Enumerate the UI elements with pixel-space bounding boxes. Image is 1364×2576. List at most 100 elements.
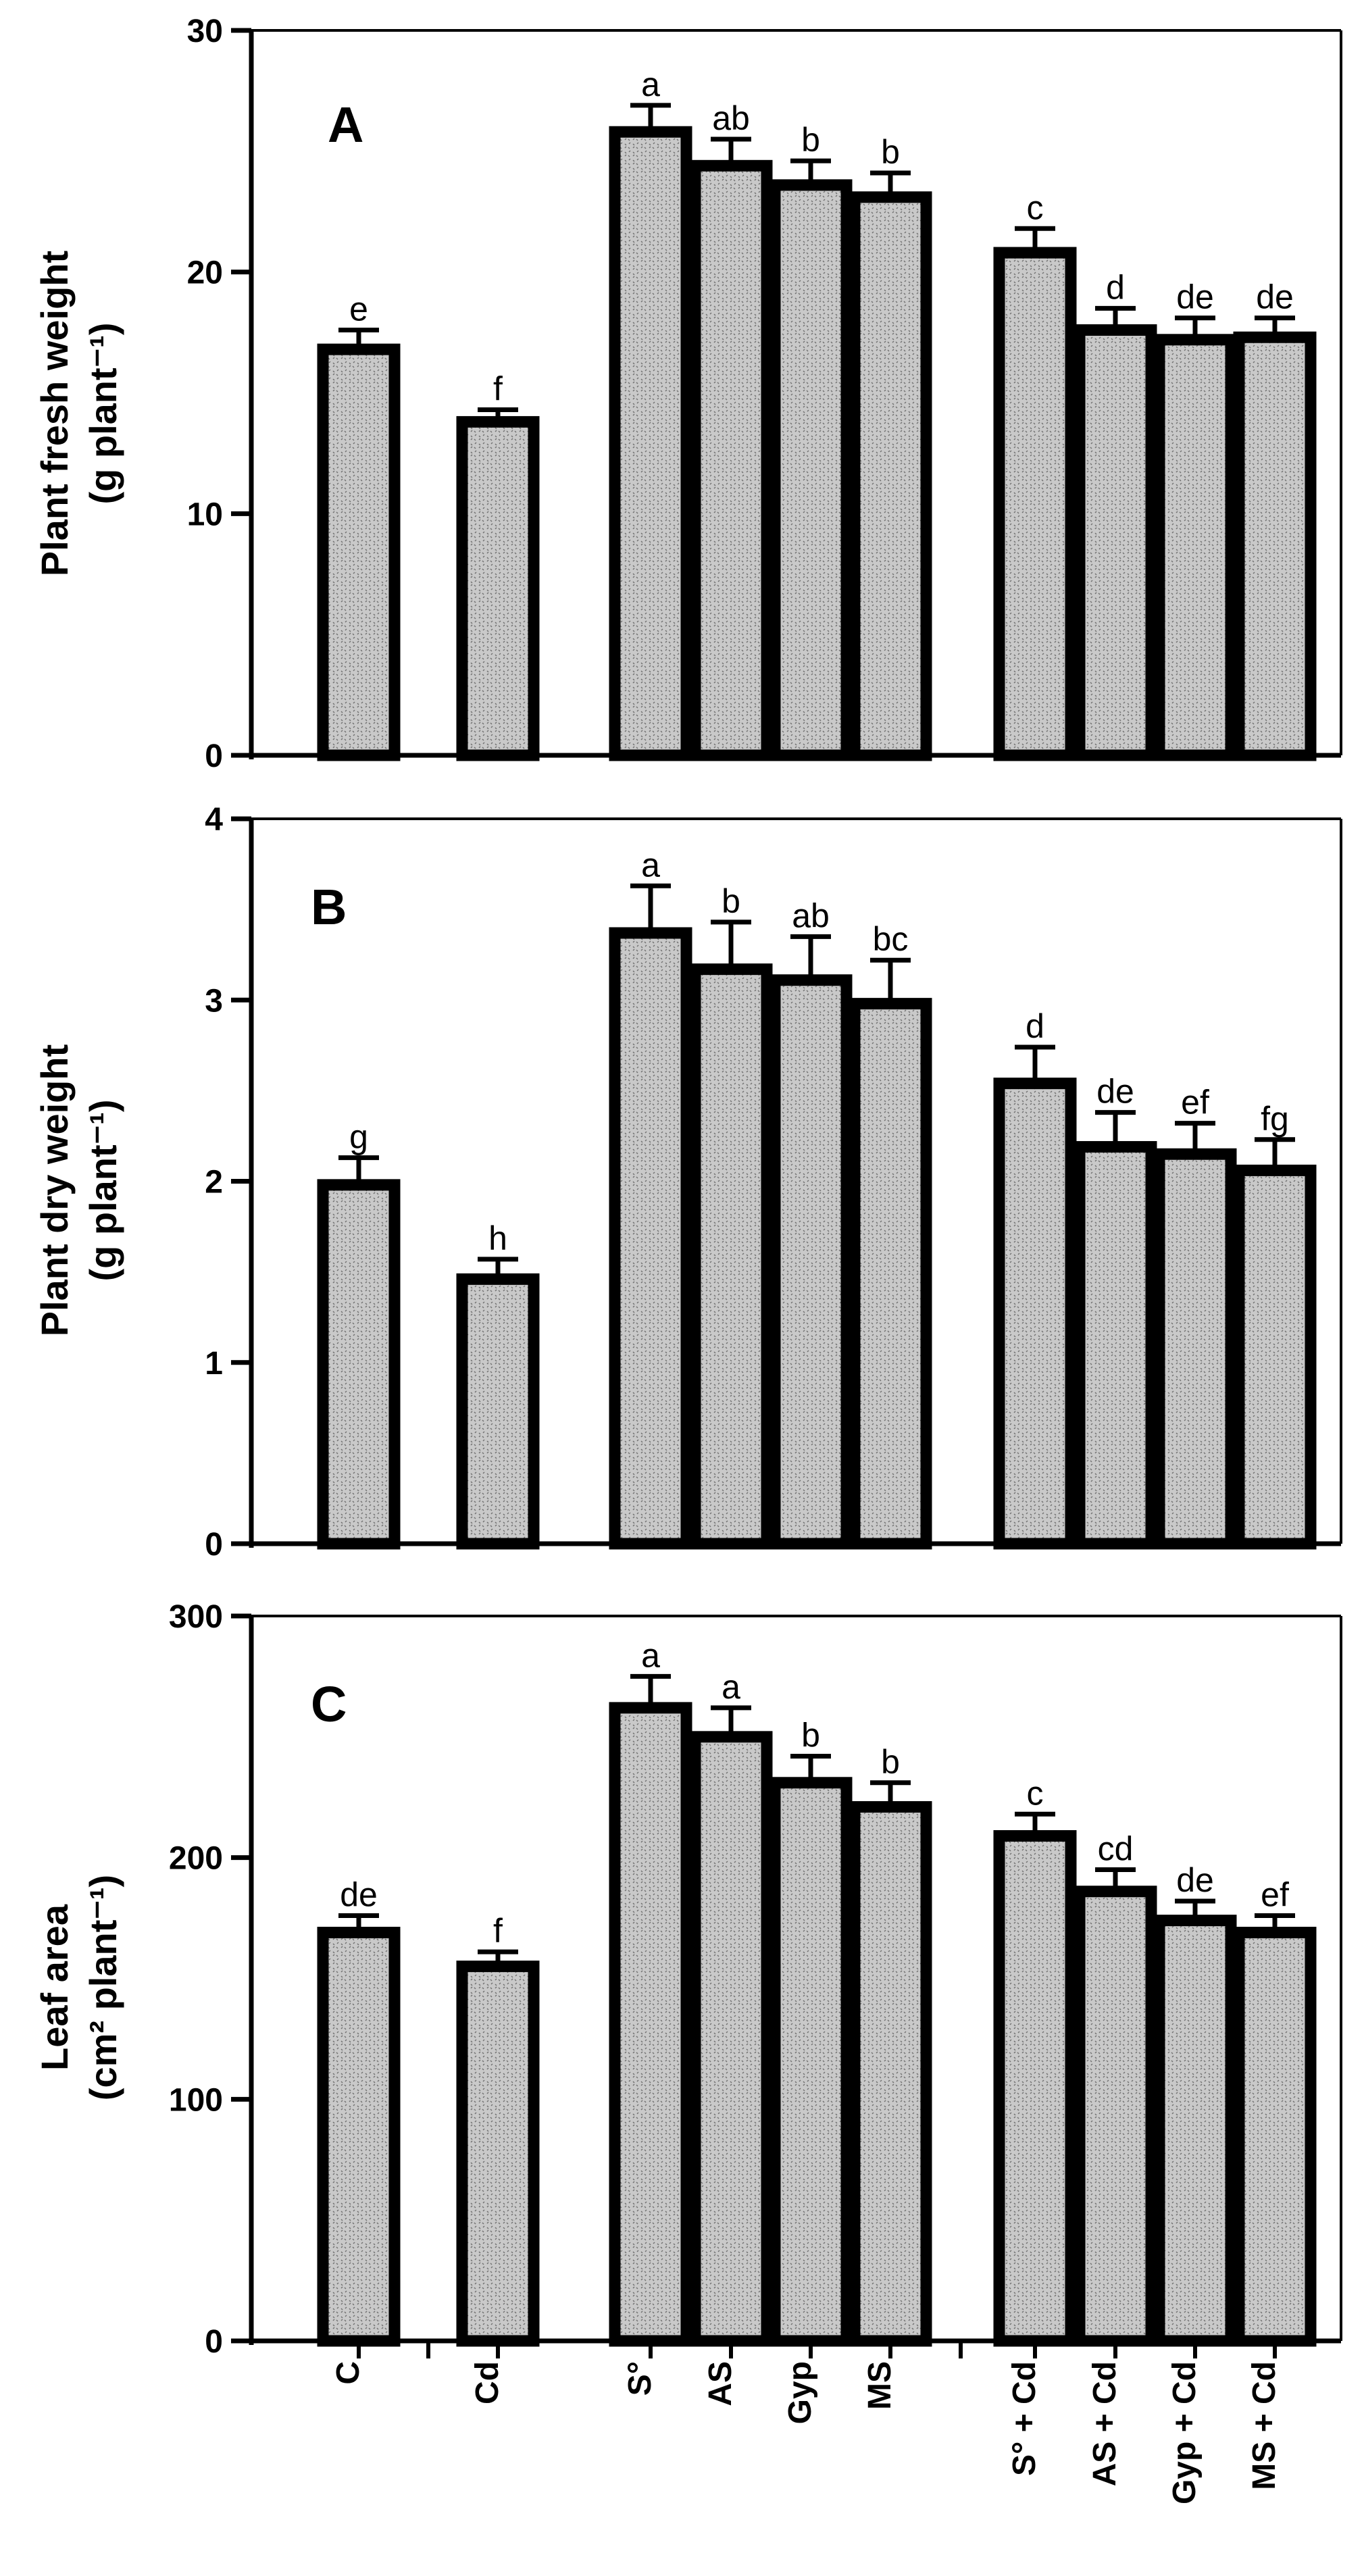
panel-a-bar-as — [689, 159, 773, 761]
panel-a-bar-s0-cd — [993, 247, 1077, 761]
panel-b-errorbar-as-cd — [1095, 1110, 1136, 1147]
panel-b-bar-gyp-cd — [1153, 1148, 1237, 1550]
panel-b-bar-c — [317, 1179, 401, 1550]
category-label-gyp-cd: Gyp + Cd — [1167, 2361, 1203, 2504]
panel-c-bar-gyp-cd — [1153, 1915, 1237, 2347]
panel-c-letter-as-cd: cd — [1098, 1830, 1134, 1868]
panel-b-errorbar-s0-cd — [1015, 1044, 1055, 1084]
panel-a-errorbar-as — [711, 136, 751, 166]
panel-a-bar-ms-cd — [1233, 331, 1317, 761]
category-label-ms-cd: MS + Cd — [1246, 2361, 1282, 2490]
panel-c-errorbar-gyp-cd — [1175, 1898, 1215, 1921]
panel-b-bar-as — [689, 963, 773, 1550]
panel-b-errorbar-gyp — [790, 934, 831, 980]
panel-a-letter-gyp-cd: de — [1176, 278, 1214, 316]
panel-c-errorbar-ms — [870, 1780, 911, 1807]
panel-a-bar-ms — [849, 191, 932, 761]
category-label-s0-cd: S° + Cd — [1007, 2361, 1042, 2476]
panel-a-bars — [317, 126, 1317, 761]
panel-a-ytick-label-10: 10 — [187, 497, 223, 532]
panel-c-errorbar-cd — [478, 1949, 518, 1967]
panel-c-bar-as-cd — [1073, 1886, 1157, 2347]
panel-a-errorbar-gyp — [790, 158, 831, 185]
panel-a: e f a ab b b c d de de 0 10 20 30 A Plant fresh weig… — [33, 14, 1342, 774]
panel-c-bars — [317, 1702, 1317, 2347]
panel-a-letter-as: ab — [712, 99, 750, 137]
panel-c-errorbars — [338, 1673, 1295, 1967]
panel-b-ytick-label-3: 3 — [205, 983, 223, 1019]
panel-a-letter-s0-cd: c — [1027, 188, 1044, 226]
panel-b-bar-as-cd — [1073, 1141, 1157, 1550]
panel-a-errorbar-c — [338, 328, 379, 350]
panel-a-errorbar-gyp-cd — [1175, 315, 1215, 340]
panel-b-bar-s0-cd — [993, 1078, 1077, 1550]
panel-b-ytick-label-1: 1 — [205, 1346, 223, 1382]
panel-b-letter-ms-cd: fg — [1261, 1100, 1289, 1138]
panel-b-yticks: 0 1 2 3 4 — [205, 802, 251, 1563]
category-label-ms: MS — [862, 2361, 898, 2410]
panel-c-bar-as — [689, 1731, 773, 2347]
panel-a-errorbar-s0 — [630, 103, 671, 132]
panel-c-errorbar-s0-cd — [1015, 1811, 1055, 1836]
panel-c-letter-cd: f — [493, 1912, 503, 1950]
panel-b-errorbar-gyp-cd — [1175, 1121, 1215, 1155]
panel-b-ytick-label-0: 0 — [205, 1527, 223, 1563]
panel-a-letters: e f a ab b b c d de de — [349, 66, 1294, 408]
panel-a-errorbars — [338, 103, 1295, 422]
panel-a-ytick-label-20: 20 — [187, 255, 223, 291]
panel-c-errorbar-ms-cd — [1255, 1913, 1295, 1933]
panel-c-letter-gyp: b — [801, 1716, 820, 1754]
panel-c-bar-gyp — [769, 1777, 853, 2347]
panel-c-letter-ms-cd: ef — [1261, 1876, 1289, 1914]
panel-b-letter-ms: bc — [873, 920, 909, 958]
category-axis-labels: C Cd S° AS Gyp MS S° + Cd AS + Cd Gyp + … — [330, 2361, 1282, 2504]
panel-a-frame — [249, 29, 1342, 759]
panel-a-bar-c — [317, 343, 401, 761]
panel-b-bar-cd — [456, 1273, 540, 1550]
panel-a-bar-as-cd — [1073, 324, 1157, 761]
panel-b-letter-s0-cd: d — [1026, 1007, 1044, 1045]
panel-b-letter-s0: a — [641, 846, 660, 884]
panel-c-bar-c — [317, 1927, 401, 2347]
panel-c-letter-ms: b — [881, 1743, 900, 1781]
panel-c-yticks: 0 100 200 300 — [169, 1599, 251, 2360]
panel-c-bar-ms — [849, 1801, 932, 2347]
panel-c-errorbar-as-cd — [1095, 1867, 1136, 1892]
panel-c-errorbar-s0 — [630, 1673, 671, 1708]
panel-b-ytick-label-2: 2 — [205, 1165, 223, 1201]
panel-a-letter-s0: a — [641, 66, 660, 103]
panel-a-errorbar-ms — [870, 170, 911, 197]
panel-b-ylabel-line1: Plant dry weight — [33, 1044, 76, 1337]
panel-a-ytick-label-0: 0 — [205, 738, 223, 774]
panel-b-bar-gyp — [769, 974, 853, 1550]
panel-c-letters: de f a a b b c cd de ef — [340, 1636, 1289, 1950]
panel-a-errorbar-ms-cd — [1255, 315, 1295, 338]
panel-a-letter-ms: b — [881, 133, 900, 171]
panel-a-ytick-label-30: 30 — [187, 14, 223, 49]
panel-b-errorbar-s0 — [630, 883, 671, 933]
panel-b-errorbar-as — [711, 919, 751, 969]
panel-b-bar-ms-cd — [1233, 1164, 1317, 1550]
panel-a-letter-cd: f — [493, 370, 503, 408]
panel-c-bar-cd — [456, 1961, 540, 2347]
panel-c-bar-s0-cd — [993, 1829, 1077, 2347]
panel-c-ytick-label-100: 100 — [169, 2082, 223, 2118]
panel-a-bar-gyp — [769, 179, 853, 761]
panel-c-letter-as: a — [722, 1668, 740, 1706]
panel-b-letter-c: g — [349, 1118, 368, 1156]
panel-b-ylabel-line2: (g plant⁻¹) — [82, 1099, 124, 1281]
panel-b-bar-s0 — [609, 927, 692, 1550]
panel-c-letter-c: de — [340, 1876, 378, 1914]
panel-c-letter-s0-cd: c — [1027, 1774, 1044, 1812]
panel-a-errorbar-cd — [478, 407, 518, 422]
panel-b-letter: B — [311, 879, 347, 935]
panel-c-errorbar-as — [711, 1705, 751, 1737]
panel-a-letter-ms-cd: de — [1256, 278, 1294, 316]
category-label-as-cd: AS + Cd — [1087, 2361, 1123, 2486]
panel-c: de f a a b b c cd de ef 0 100 200 300 C Leaf area (c… — [33, 1599, 1342, 2360]
panel-b-errorbars — [338, 883, 1295, 1280]
panel-c-letter: C — [311, 1676, 347, 1732]
